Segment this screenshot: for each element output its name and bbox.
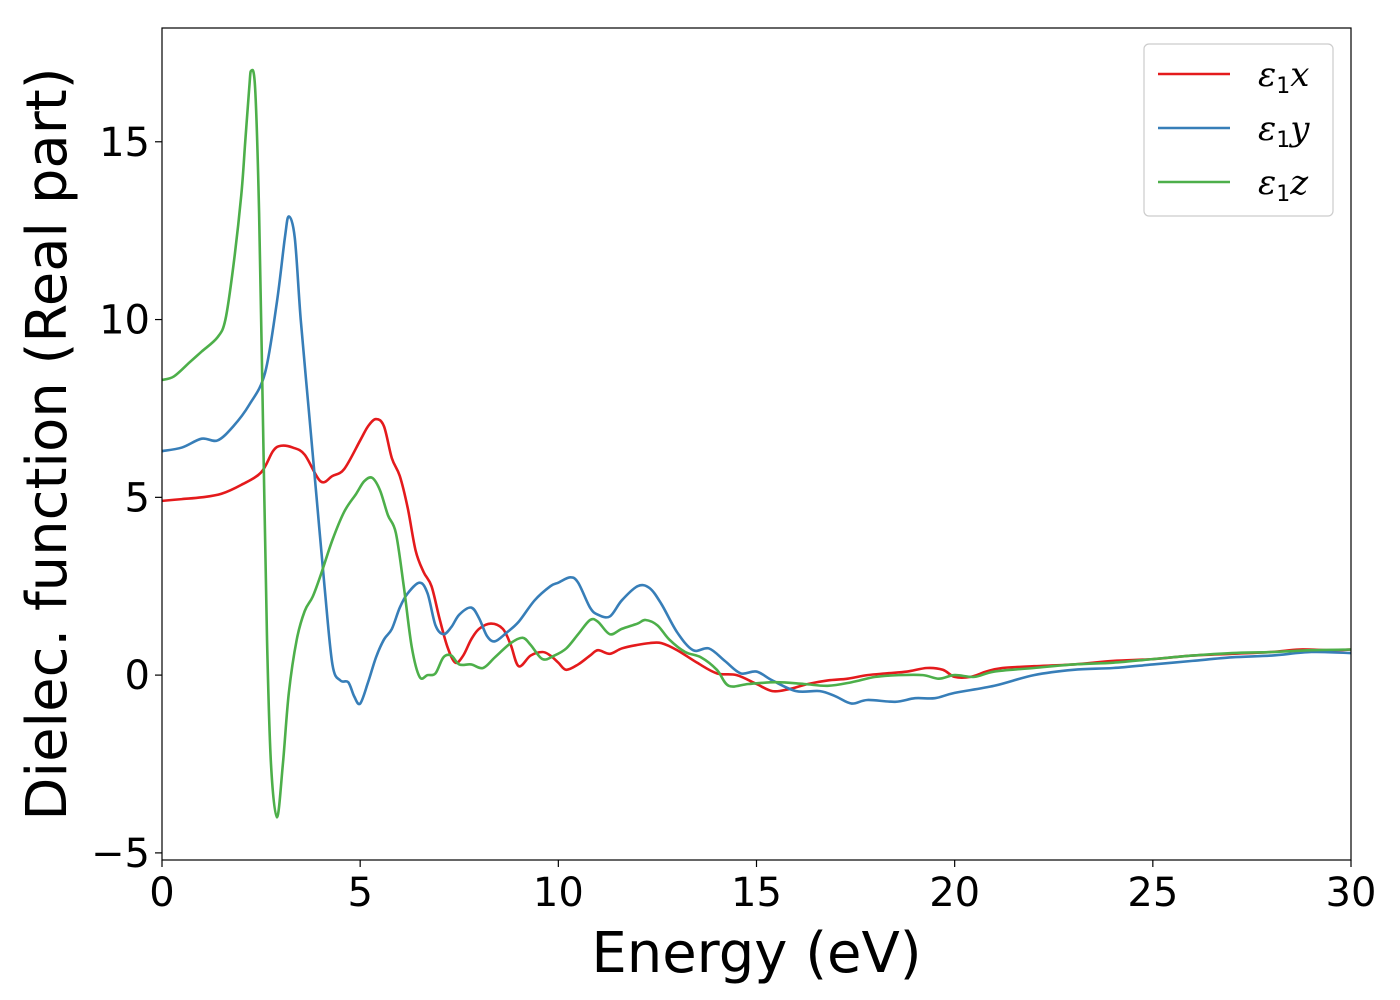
x-tick-label: 20 <box>929 870 980 916</box>
x-axis-ticks: 0 5 10 15 20 25 30 <box>149 860 1376 916</box>
legend: ε1x ε1y ε1z <box>1143 43 1334 217</box>
x-tick-label: 15 <box>731 870 782 916</box>
x-tick-label: 0 <box>149 870 174 916</box>
legend-label-y: ε1y <box>1258 109 1310 153</box>
x-axis-title: Energy (eV) <box>591 921 921 986</box>
legend-box <box>1143 43 1334 217</box>
x-tick-label: 10 <box>533 870 584 916</box>
legend-label-z: ε1z <box>1258 163 1309 207</box>
series-line-z <box>162 68 1351 819</box>
series-line-y <box>162 215 1351 706</box>
y-tick-label: 10 <box>99 298 150 344</box>
y-tick-label: 0 <box>125 653 150 699</box>
x-tick-label: 5 <box>347 870 372 916</box>
x-tick-label: 30 <box>1326 870 1377 916</box>
series-line-x <box>162 417 1351 693</box>
y-tick-label: 15 <box>99 120 150 166</box>
y-tick-label: 5 <box>125 475 150 521</box>
y-tick-label: −5 <box>91 831 150 877</box>
y-axis-title: Dielec. function (Real part) <box>15 67 80 820</box>
x-tick-label: 25 <box>1127 870 1178 916</box>
series-layer <box>162 68 1351 819</box>
legend-label-x: ε1x <box>1258 55 1309 99</box>
y-axis-ticks: −5 0 5 10 15 <box>91 120 162 877</box>
